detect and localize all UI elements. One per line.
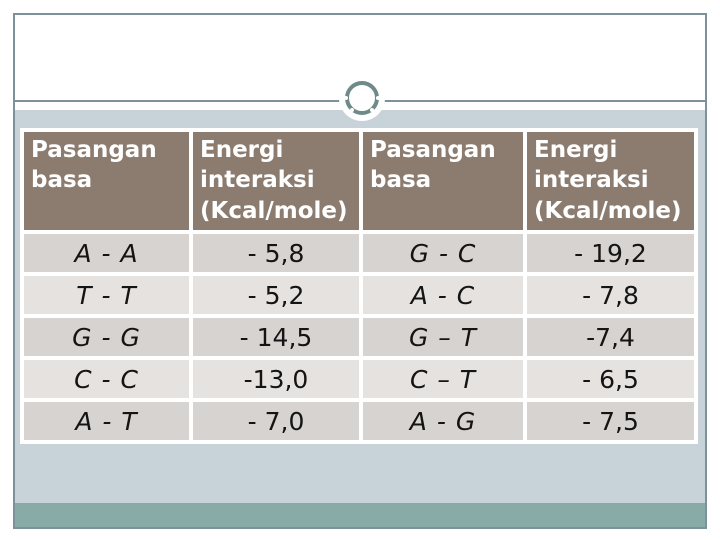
- column-header-energi-right: Energi interaksi (Kcal/mole): [527, 132, 694, 230]
- table-row: C - C -13,0 C – T - 6,5: [24, 360, 694, 398]
- column-header-pasangan-basa-right: Pasangan basa: [363, 132, 523, 230]
- energy-value-cell: - 6,5: [527, 360, 694, 398]
- base-pair-cell: G - C: [363, 234, 523, 272]
- energy-value-cell: - 7,8: [527, 276, 694, 314]
- energy-value-cell: -13,0: [193, 360, 359, 398]
- table-row: A - A - 5,8 G - C - 19,2: [24, 234, 694, 272]
- ring-notch-icon: [350, 108, 354, 112]
- base-pair-cell: A - A: [24, 234, 189, 272]
- base-pair-cell: C – T: [363, 360, 523, 398]
- base-pair-cell: C - C: [24, 360, 189, 398]
- column-header-pasangan-basa-left: Pasangan basa: [24, 132, 189, 230]
- ring-notch-icon: [344, 96, 348, 100]
- ring-notch-icon: [370, 108, 374, 112]
- table-header-row: Pasangan basa Energi interaksi (Kcal/mol…: [24, 132, 694, 230]
- energy-value-cell: - 5,8: [193, 234, 359, 272]
- base-pair-cell: A - G: [363, 402, 523, 440]
- table-row: A - T - 7,0 A - G - 7,5: [24, 402, 694, 440]
- circle-ornament-icon: [339, 75, 385, 121]
- slide-canvas: Pasangan basa Energi interaksi (Kcal/mol…: [13, 13, 707, 529]
- energy-value-cell: - 5,2: [193, 276, 359, 314]
- base-pair-cell: G - G: [24, 318, 189, 356]
- base-pair-cell: T - T: [24, 276, 189, 314]
- energy-value-cell: - 7,5: [527, 402, 694, 440]
- energy-value-cell: - 14,5: [193, 318, 359, 356]
- ring-notch-icon: [376, 96, 380, 100]
- energy-value-cell: - 19,2: [527, 234, 694, 272]
- base-pair-cell: G – T: [363, 318, 523, 356]
- base-pair-cell: A - C: [363, 276, 523, 314]
- base-pair-cell: A - T: [24, 402, 189, 440]
- energy-table: Pasangan basa Energi interaksi (Kcal/mol…: [20, 128, 698, 444]
- energy-value-cell: -7,4: [527, 318, 694, 356]
- column-header-energi-left: Energi interaksi (Kcal/mole): [193, 132, 359, 230]
- table-row: T - T - 5,2 A - C - 7,8: [24, 276, 694, 314]
- footer-band: [15, 503, 705, 527]
- energy-value-cell: - 7,0: [193, 402, 359, 440]
- table-row: G - G - 14,5 G – T -7,4: [24, 318, 694, 356]
